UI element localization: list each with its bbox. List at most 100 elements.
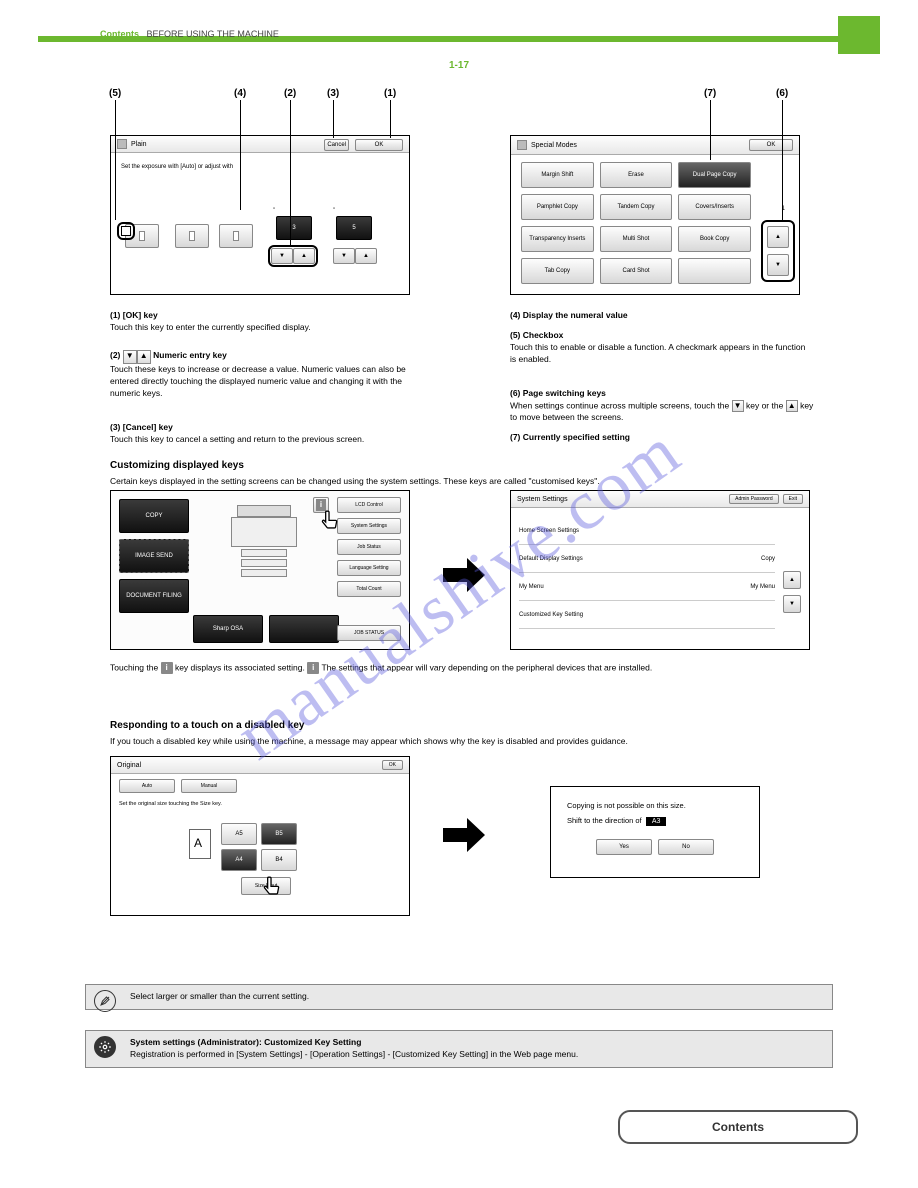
breadcrumb-text: BEFORE USING THE MACHINE	[147, 29, 279, 39]
contents-label: Contents	[712, 1120, 764, 1134]
callout-line-1	[390, 100, 391, 138]
c3-body: Touch this key to cancel a setting and r…	[110, 434, 364, 444]
no-button[interactable]: No	[658, 839, 714, 855]
callout-line-7	[710, 100, 711, 160]
callout-1-num: (1)	[384, 88, 396, 99]
arrow-icon	[438, 550, 488, 600]
mode-key[interactable]: Margin Shift	[521, 162, 594, 188]
right-key[interactable]: LCD Control	[337, 497, 401, 513]
mode-key[interactable]: Card Shot	[600, 258, 673, 284]
orig-title-text: Original	[117, 762, 141, 769]
down-button[interactable]: ▼	[333, 248, 355, 264]
ok-button[interactable]: OK	[749, 139, 793, 151]
right-key[interactable]: Total Count	[337, 581, 401, 597]
mode-key[interactable]: Transparency Inserts	[521, 226, 594, 252]
mode-key[interactable]: Tab Copy	[521, 258, 594, 284]
size-key[interactable]: A4	[221, 849, 257, 871]
right-key[interactable]: Language Setting	[337, 560, 401, 576]
blank-key[interactable]	[269, 615, 339, 643]
image-send-key[interactable]: IMAGE SEND	[119, 539, 189, 573]
size-label: A4	[235, 857, 242, 863]
mode-button-2[interactable]	[219, 224, 253, 248]
disabled-heading: Responding to a touch on a disabled key	[110, 720, 304, 731]
size-key[interactable]: A5	[221, 823, 257, 845]
page-up-icon: ▲	[786, 400, 798, 412]
info-icon: i	[161, 662, 173, 674]
sys-row-label: Customized Key Setting	[519, 612, 583, 618]
cancel-button[interactable]: Cancel	[324, 139, 349, 151]
ok-label: OK	[767, 142, 776, 148]
down-icon: ▼	[123, 350, 137, 364]
custom-intro: Certain keys displayed in the setting sc…	[110, 476, 810, 488]
callout-5-num: (5)	[109, 88, 121, 99]
mode-key[interactable]: Multi Shot	[600, 226, 673, 252]
right-key[interactable]: System Settings	[337, 518, 401, 534]
sys-row-label: Default Display Settings	[519, 556, 583, 562]
admin-pwd-label: Admin Password	[735, 496, 773, 502]
dialog-buttons: Yes No	[567, 839, 743, 855]
osa-key[interactable]: Sharp OSA	[193, 615, 263, 643]
manual-tab[interactable]: Manual	[181, 779, 237, 793]
doc-icon	[139, 231, 145, 241]
mode-key[interactable]	[678, 258, 751, 284]
ok-button[interactable]: OK	[355, 139, 403, 151]
sys-row[interactable]: My Menu My Menu	[519, 573, 775, 601]
updown-icons: ▼▲	[123, 350, 151, 364]
dialog-line2-text: Shift to the direction of	[567, 816, 642, 825]
mode-label: Covers/Inserts	[695, 204, 734, 210]
doc-filing-label: DOCUMENT FILING	[126, 593, 182, 599]
up-button[interactable]: ▲	[355, 248, 377, 264]
mode-key-selected[interactable]: Dual Page Copy	[678, 162, 751, 188]
mode-label: Tab Copy	[545, 268, 570, 274]
size-label: B4	[275, 857, 282, 863]
auto-label: Auto	[142, 783, 152, 789]
mode-label: Card Shot	[622, 268, 649, 274]
mode-key[interactable]: Erase	[600, 162, 673, 188]
exposure-label: Set the exposure with [Auto] or adjust w…	[121, 164, 233, 170]
job-status-label: JOB STATUS	[354, 630, 384, 636]
contents-link[interactable]: Contents	[100, 29, 139, 39]
sys-row-label: My Menu	[519, 584, 544, 590]
page-icon	[117, 139, 127, 149]
exit-button[interactable]: Exit	[783, 494, 803, 504]
c6-body: When settings continue across multiple s…	[510, 400, 729, 410]
desc-c4: (4) Display the numeral value	[510, 310, 810, 322]
contents-button[interactable]: Contents	[618, 1110, 858, 1144]
footer1-text: Select larger or smaller than the curren…	[130, 991, 309, 1001]
right-key-label: System Settings	[351, 523, 387, 529]
job-status-key[interactable]: JOB STATUS	[337, 625, 401, 641]
sys-row[interactable]: Default Display Settings Copy	[519, 545, 775, 573]
page-up-button[interactable]: ▲	[783, 571, 801, 589]
yes-button[interactable]: Yes	[596, 839, 652, 855]
copy-key[interactable]: COPY	[119, 499, 189, 533]
size-key-selected[interactable]: B5	[261, 823, 297, 845]
home-right-keys: LCD Control System Settings Job Status L…	[337, 497, 401, 597]
mode-label: Multi Shot	[623, 236, 650, 242]
mode-key[interactable]: Pamphlet Copy	[521, 194, 594, 220]
right-key[interactable]: Job Status	[337, 539, 401, 555]
ok-button[interactable]: OK	[382, 760, 403, 770]
stepper-2: ▼ ▲	[333, 248, 377, 264]
mode-button-1[interactable]	[175, 224, 209, 248]
mode-key[interactable]: Tandem Copy	[600, 194, 673, 220]
breadcrumb: Contents BEFORE USING THE MACHINE	[100, 29, 279, 39]
up-icon: ▲	[137, 350, 151, 364]
hand-cursor-icon	[259, 875, 285, 901]
sys-row[interactable]: Home Screen Settings	[519, 517, 775, 545]
mode-label: Margin Shift	[541, 172, 573, 178]
gear-icon	[94, 1036, 116, 1058]
mode-key[interactable]: Book Copy	[678, 226, 751, 252]
special-modes-panel: Special Modes OK Margin Shift Erase Dual…	[510, 135, 800, 295]
doc-filing-key[interactable]: DOCUMENT FILING	[119, 579, 189, 613]
doc-icon	[233, 231, 239, 241]
osa-label: Sharp OSA	[213, 626, 243, 632]
admin-pwd-button[interactable]: Admin Password	[729, 494, 779, 504]
sys-row[interactable]: Customized Key Setting	[519, 601, 775, 629]
size-key[interactable]: B4	[261, 849, 297, 871]
page-down-button[interactable]: ▼	[783, 595, 801, 613]
callout-line-3	[333, 100, 334, 138]
auto-tab[interactable]: Auto	[119, 779, 175, 793]
copy-label: COPY	[145, 513, 162, 519]
mode-key[interactable]: Covers/Inserts	[678, 194, 751, 220]
home-panel: COPY IMAGE SEND DOCUMENT FILING Sharp OS…	[110, 490, 410, 650]
